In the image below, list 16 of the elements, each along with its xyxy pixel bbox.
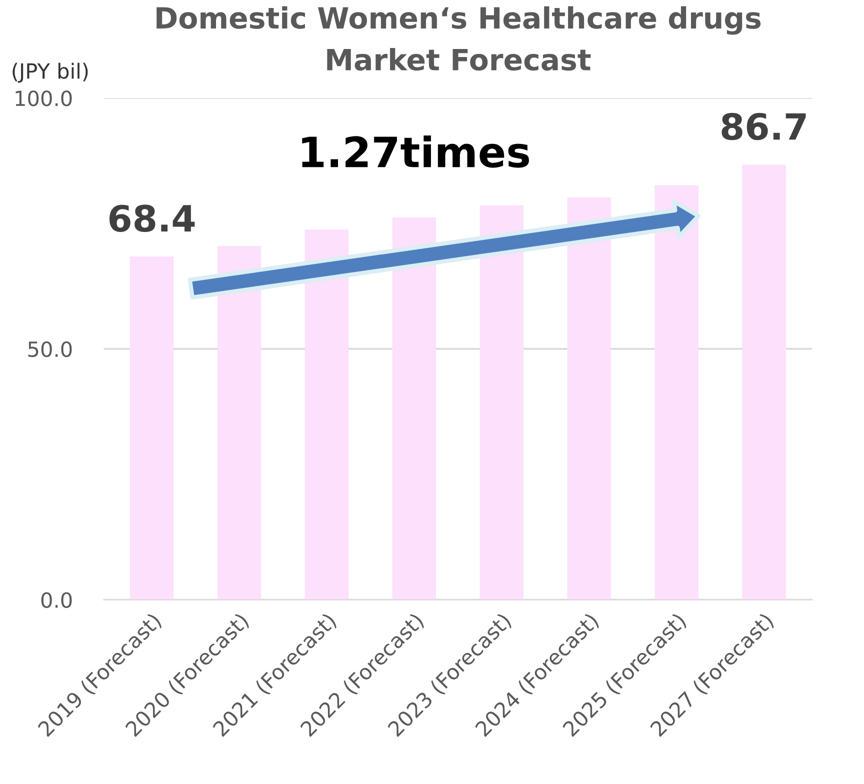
data-label: 86.7	[722, 112, 806, 140]
y-tick-label: 50.0	[28, 341, 72, 358]
bar	[304, 229, 349, 600]
bar	[654, 185, 698, 600]
data-label: 68.4	[109, 204, 195, 232]
bar	[742, 164, 786, 600]
bar	[567, 197, 611, 600]
annotation: 1.27times	[302, 135, 529, 168]
bar	[217, 246, 262, 600]
y-tick-label: 100.0	[16, 90, 72, 106]
bar	[130, 256, 174, 600]
y-tick-label: 0.0	[41, 592, 72, 608]
bar	[392, 217, 436, 600]
bar	[480, 205, 524, 600]
chart-title: Domestic Women‘s Healthcare drugs Market Forecast	[156, 6, 761, 71]
y-axis-title: (JPY bil)	[12, 62, 88, 83]
